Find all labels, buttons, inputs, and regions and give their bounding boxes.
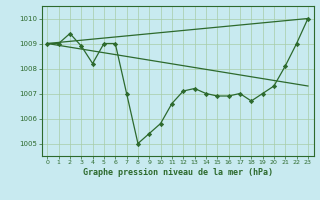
X-axis label: Graphe pression niveau de la mer (hPa): Graphe pression niveau de la mer (hPa) [83,168,273,177]
